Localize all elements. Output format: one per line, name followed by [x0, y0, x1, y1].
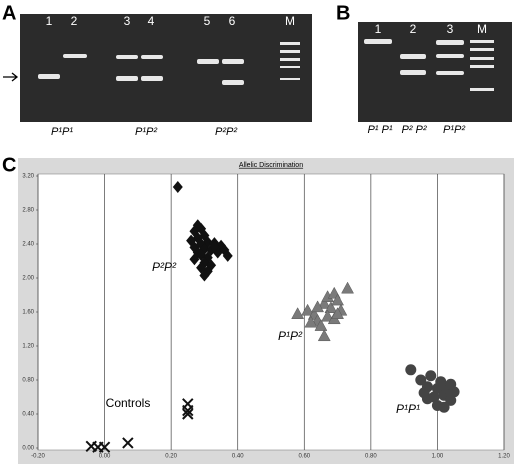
x-tick-label: 0.20 [165, 454, 177, 460]
point [219, 243, 230, 256]
lane-label: 4 [148, 14, 155, 28]
point [321, 309, 335, 322]
point [331, 307, 344, 319]
x-tick-label: 0.60 [298, 454, 310, 460]
point [438, 401, 450, 413]
genotype-label: P¹ P¹ [367, 124, 392, 136]
x-tick-label: 1.20 [498, 454, 510, 460]
y-tick-label: 0.00 [22, 446, 34, 452]
lane-label: 2 [410, 22, 417, 36]
y-tick-label: 3.20 [22, 174, 34, 180]
y-tick-label: 2.40 [22, 242, 34, 248]
genotype-label: P¹P² [443, 124, 465, 136]
point [122, 437, 134, 449]
point [418, 387, 430, 399]
point [189, 253, 200, 266]
series-label: Controls [106, 396, 151, 410]
point [209, 240, 220, 253]
point [324, 301, 338, 313]
point [331, 293, 344, 306]
genotype-label: P¹P¹ [51, 126, 73, 138]
gel-a [20, 14, 312, 122]
point [317, 329, 331, 342]
panel-label: B [336, 2, 350, 24]
y-tick-label: 1.20 [22, 344, 34, 350]
genotype-label: P²P² [215, 126, 237, 138]
lane-label: 1 [375, 22, 382, 36]
point [314, 319, 328, 331]
chart-title: Allelic Discrimination [239, 162, 303, 169]
series-label: P¹P¹ [396, 402, 420, 416]
x-tick-label: 0.40 [232, 454, 244, 460]
point [425, 370, 437, 382]
arrow [3, 72, 19, 82]
point [405, 364, 417, 376]
point [182, 404, 194, 417]
point [445, 378, 457, 390]
series-label: P²P² [152, 260, 177, 274]
y-tick-label: 2.80 [22, 208, 34, 214]
y-tick-label: 0.40 [22, 412, 34, 418]
point [291, 307, 305, 319]
point [415, 374, 427, 386]
lane-label: 3 [124, 14, 131, 28]
lane-label: M [477, 22, 487, 36]
y-tick-label: 2.00 [22, 276, 34, 282]
x-tick-label: 1.00 [432, 454, 444, 460]
genotype-label: P² P² [401, 124, 426, 136]
gel-b-bands [364, 39, 494, 91]
point [317, 296, 331, 309]
y-tick-label: 0.80 [22, 378, 34, 384]
point [98, 441, 111, 453]
point [182, 408, 194, 420]
lane-label: 1 [46, 14, 53, 28]
point [301, 303, 315, 316]
point [435, 376, 447, 388]
point [199, 269, 210, 282]
x-tick-label: -0.20 [31, 454, 45, 460]
gel-b [358, 22, 512, 122]
x-tick-label: 0.80 [365, 454, 377, 460]
x-tick-label: 0.00 [99, 454, 111, 460]
point [311, 300, 325, 313]
panel-label: A [2, 2, 16, 24]
series-label: P¹P² [278, 329, 303, 343]
point [445, 394, 457, 406]
genotype-label: P¹P² [135, 126, 157, 138]
lane-label: 5 [204, 14, 211, 28]
point [304, 315, 318, 328]
panel-label: C [2, 154, 16, 176]
point [341, 281, 354, 294]
lane-label: 2 [71, 14, 78, 28]
y-tick-label: 1.60 [22, 310, 34, 316]
point [172, 181, 183, 194]
lane-label: 3 [447, 22, 454, 36]
lane-label: M [285, 14, 295, 28]
gel-a-bands [38, 42, 300, 85]
lane-label: 6 [229, 14, 236, 28]
